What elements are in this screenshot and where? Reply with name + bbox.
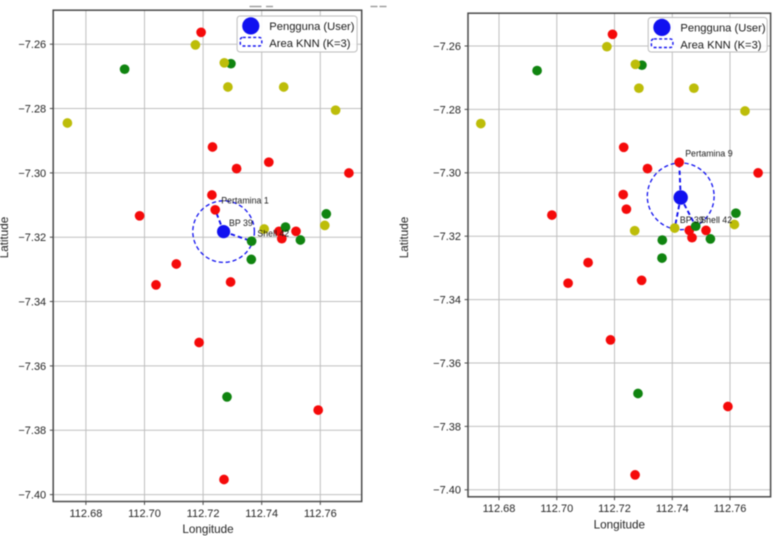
svg-text:112.68: 112.68 [69, 508, 102, 520]
svg-text:−7.36: −7.36 [433, 358, 461, 370]
svg-text:Area KNN (K=3): Area KNN (K=3) [680, 40, 761, 52]
svg-text:112.76: 112.76 [304, 508, 337, 520]
svg-text:−7.26: −7.26 [433, 41, 461, 53]
svg-text:Pertamina 1: Pertamina 1 [221, 195, 269, 205]
svg-text:Longitude: Longitude [594, 519, 645, 532]
svg-text:Shell 42: Shell 42 [700, 215, 732, 225]
svg-text:−7.34: −7.34 [433, 295, 461, 307]
svg-text:−7.32: −7.32 [18, 232, 46, 244]
svg-text:−7.38: −7.38 [18, 425, 46, 437]
svg-text:−7.30: −7.30 [18, 168, 46, 180]
svg-text:Longitude: Longitude [182, 523, 233, 536]
svg-text:−7.36: −7.36 [18, 361, 46, 373]
svg-text:Pengguna (User): Pengguna (User) [680, 23, 765, 35]
svg-text:Pengguna (User): Pengguna (User) [269, 21, 354, 33]
svg-text:Latitude: Latitude [0, 217, 11, 259]
svg-text:112.68: 112.68 [483, 503, 516, 515]
svg-text:Latitude: Latitude [398, 217, 411, 259]
svg-text:−7.26: −7.26 [18, 39, 46, 51]
svg-text:112.70: 112.70 [540, 503, 573, 515]
svg-text:−7.34: −7.34 [18, 296, 46, 308]
svg-text:−7.32: −7.32 [433, 231, 461, 243]
svg-text:112.76: 112.76 [714, 503, 747, 515]
svg-text:−7.38: −7.38 [433, 421, 461, 433]
svg-text:112.72: 112.72 [187, 508, 220, 520]
svg-text:−7.28: −7.28 [433, 104, 461, 116]
svg-text:−7.30: −7.30 [433, 168, 461, 180]
svg-text:BP 39: BP 39 [229, 218, 253, 228]
svg-text:−7.40: −7.40 [18, 490, 46, 502]
svg-text:Shell 42: Shell 42 [257, 228, 289, 238]
svg-text:BP 39: BP 39 [680, 215, 704, 225]
svg-text:112.70: 112.70 [128, 508, 161, 520]
svg-text:112.72: 112.72 [598, 503, 631, 515]
svg-text:−7.28: −7.28 [18, 103, 46, 115]
svg-text:−7.40: −7.40 [433, 485, 461, 497]
svg-text:112.74: 112.74 [245, 508, 278, 520]
svg-text:112.74: 112.74 [656, 503, 689, 515]
svg-text:Pertamina 9: Pertamina 9 [685, 149, 733, 159]
svg-text:Area KNN (K=3): Area KNN (K=3) [269, 38, 350, 50]
